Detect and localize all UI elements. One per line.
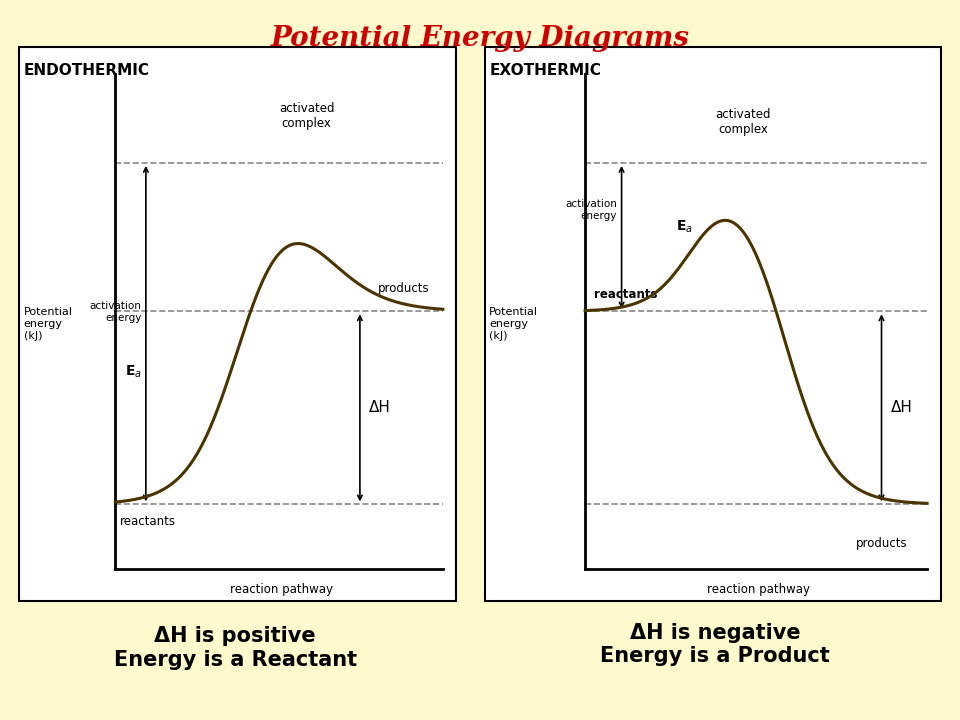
Text: reactants: reactants bbox=[594, 287, 658, 300]
Text: E$_a$: E$_a$ bbox=[125, 364, 141, 380]
Text: reaction pathway: reaction pathway bbox=[229, 582, 333, 595]
FancyBboxPatch shape bbox=[19, 47, 456, 601]
Text: Potential
energy
(kJ): Potential energy (kJ) bbox=[24, 307, 73, 341]
Text: activated
complex: activated complex bbox=[715, 108, 771, 136]
Text: products: products bbox=[378, 282, 429, 295]
Text: ΔH is positive
Energy is a Reactant: ΔH is positive Energy is a Reactant bbox=[113, 626, 357, 670]
FancyBboxPatch shape bbox=[485, 47, 941, 601]
Text: ENDOTHERMIC: ENDOTHERMIC bbox=[24, 63, 150, 78]
Text: reactants: reactants bbox=[120, 515, 176, 528]
Text: ΔH: ΔH bbox=[369, 400, 391, 415]
Text: Potential
energy
(kJ): Potential energy (kJ) bbox=[490, 307, 539, 341]
Text: activation
energy: activation energy bbox=[89, 301, 141, 323]
Text: activated
complex: activated complex bbox=[278, 102, 334, 130]
Text: ΔH is negative
Energy is a Product: ΔH is negative Energy is a Product bbox=[600, 623, 830, 666]
Text: products: products bbox=[855, 537, 907, 550]
Text: E$_a$: E$_a$ bbox=[676, 218, 693, 235]
Text: EXOTHERMIC: EXOTHERMIC bbox=[490, 63, 601, 78]
Text: reaction pathway: reaction pathway bbox=[707, 582, 810, 595]
Text: ΔH: ΔH bbox=[891, 400, 913, 415]
Text: Potential Energy Diagrams: Potential Energy Diagrams bbox=[271, 25, 689, 53]
Text: activation
energy: activation energy bbox=[565, 199, 617, 221]
